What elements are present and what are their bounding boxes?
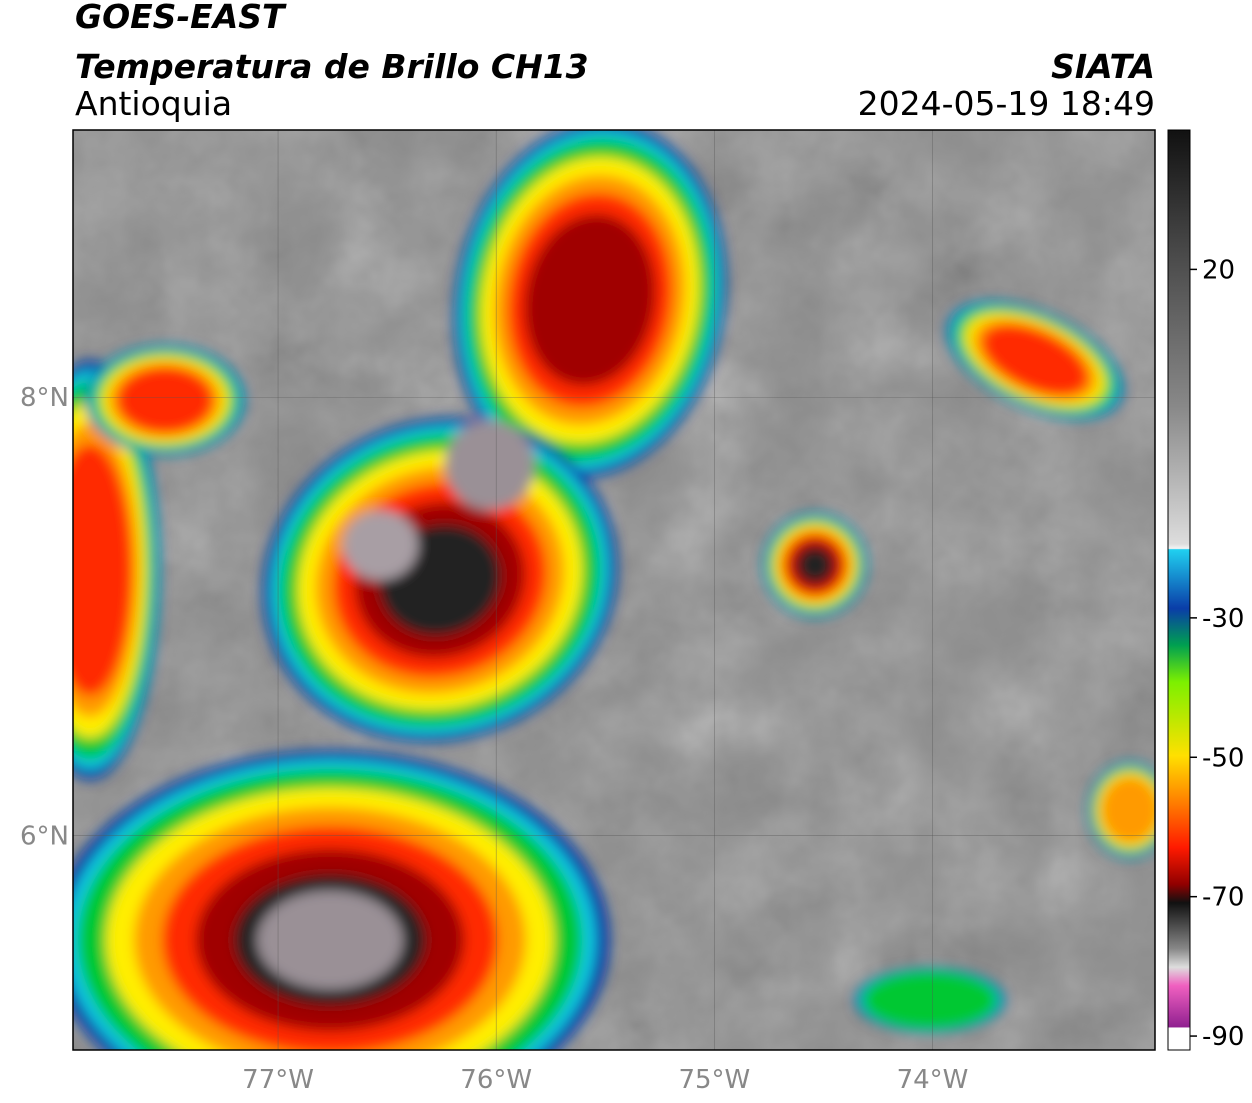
subtitle: Temperatura de Brillo CH13 xyxy=(75,47,589,86)
cloud-layer xyxy=(524,214,656,386)
cloud-layer xyxy=(981,324,1089,396)
cloud-core xyxy=(445,420,535,510)
colorbar-tick-label: 20 xyxy=(1202,255,1235,285)
cloud-layer xyxy=(117,367,213,433)
y-tick-label: 6°N xyxy=(20,821,69,851)
region: Antioquia xyxy=(75,84,232,123)
cloud-layer xyxy=(73,444,132,696)
map-frame xyxy=(72,129,1156,1051)
datetime: 2024-05-19 18:49 xyxy=(858,84,1155,123)
colorbar-tick-label: -30 xyxy=(1202,604,1244,634)
x-tick-label: 75°W xyxy=(678,1065,750,1095)
y-tick-label: 8°N xyxy=(20,383,69,413)
x-tick-label: 74°W xyxy=(897,1065,969,1095)
cloud-layer xyxy=(797,547,833,583)
cloud-layer xyxy=(257,890,403,990)
grid xyxy=(73,130,1155,1050)
cloud-layer xyxy=(1100,776,1155,844)
storms xyxy=(73,130,1155,1050)
x-tick-label: 76°W xyxy=(460,1065,532,1095)
colorbar xyxy=(1167,129,1191,1051)
cloud-core xyxy=(342,510,418,580)
cloud-layer xyxy=(862,971,998,1029)
source: SIATA xyxy=(1051,47,1155,86)
colorbar-tick-label: -50 xyxy=(1202,743,1244,773)
imagery xyxy=(73,130,1155,1050)
x-tick-label: 77°W xyxy=(242,1065,314,1095)
colorbar-tick-label: -90 xyxy=(1202,1022,1244,1052)
colorbar-tick-label: -70 xyxy=(1202,883,1244,913)
title: GOES-EAST xyxy=(75,0,287,36)
